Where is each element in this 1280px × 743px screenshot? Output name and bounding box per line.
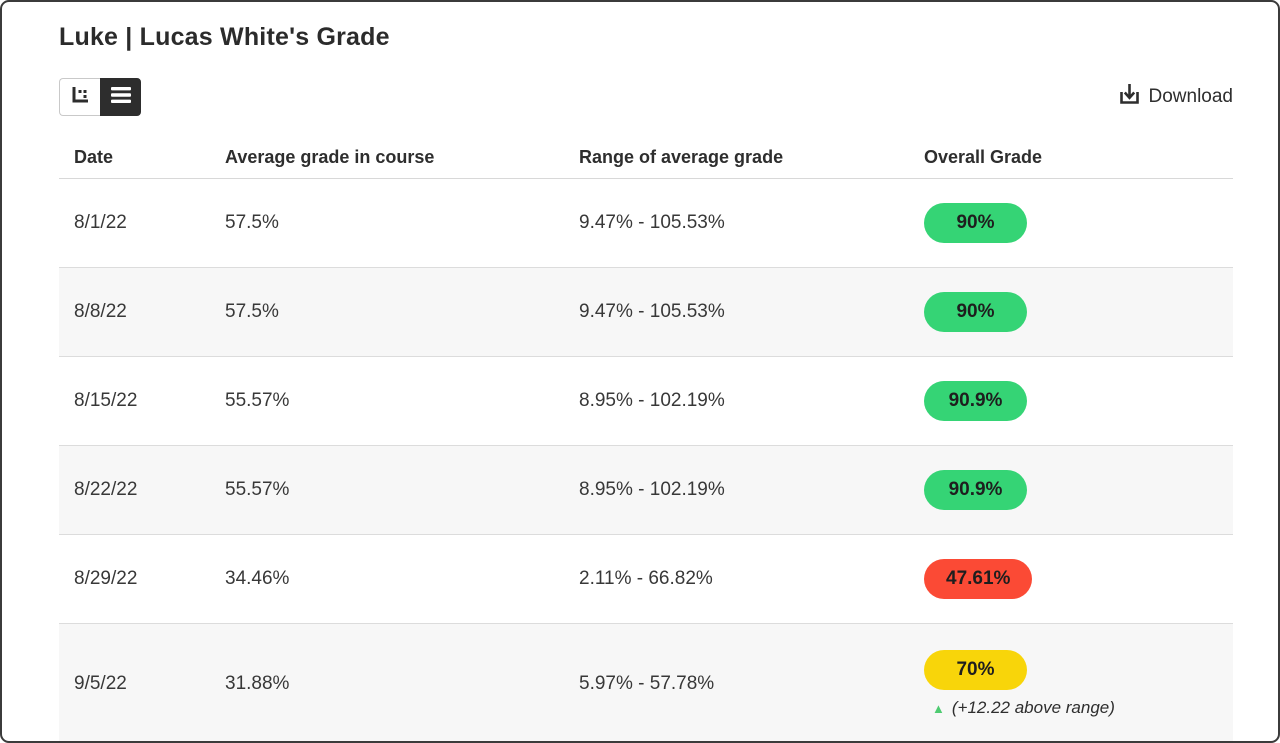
column-header-range: Range of average grade [579,147,784,167]
cell-range: 8.95% - 102.19% [579,479,725,500]
page-title: Luke | Lucas White's Grade [59,23,390,51]
cell-average: 31.88% [225,673,290,694]
cell-overall: 90.9% [924,381,1233,421]
grade-status-badge: 90% [924,292,1027,332]
cell-range: 8.95% - 102.19% [579,390,725,411]
grade-status-badge: 90% [924,203,1027,243]
cell-average: 55.57% [225,390,290,411]
cell-range: 9.47% - 105.53% [579,212,725,233]
column-header-date: Date [74,147,114,167]
grade-status-badge: 70% [924,650,1027,690]
grade-status-badge: 47.61% [924,559,1033,599]
cell-range: 5.97% - 57.78% [579,673,715,694]
cell-date: 8/29/22 [74,568,138,589]
cell-overall: 90.9% [924,470,1233,510]
cell-range: 9.47% - 105.53% [579,301,725,322]
column-header-average: Average grade in course [225,147,435,167]
cell-overall: 90% [924,203,1233,243]
download-button[interactable]: Download [1119,83,1234,111]
cell-average: 34.46% [225,568,290,589]
cell-date: 8/1/22 [74,212,127,233]
list-icon [110,86,131,109]
cell-overall: 47.61% [924,559,1233,599]
list-view-button-active[interactable] [100,78,141,116]
table-row: 8/22/22 55.57% 8.95% - 102.19% 90.9% [59,446,1233,535]
cell-date: 9/5/22 [74,673,127,694]
table-row: 9/5/22 31.88% 5.97% - 57.78% 70% ▲ (+12.… [59,624,1233,741]
above-range-note: ▲ (+12.22 above range) [932,698,1115,718]
above-range-note-text: (+12.22 above range) [951,698,1115,717]
table-row: 8/29/22 34.46% 2.11% - 66.82% 47.61% [59,535,1233,624]
cell-range: 2.11% - 66.82% [579,568,713,589]
scatter-chart-icon [70,85,90,110]
download-icon [1119,83,1140,111]
table-row: 8/15/22 55.57% 8.95% - 102.19% 90.9% [59,357,1233,446]
chart-view-button[interactable] [59,78,100,116]
cell-date: 8/15/22 [74,390,138,411]
cell-date: 8/8/22 [74,301,127,322]
cell-overall: 70% ▲ (+12.22 above range) [924,650,1233,718]
cell-overall: 90% [924,292,1233,332]
cell-average: 57.5% [225,301,279,322]
cell-average: 55.57% [225,479,290,500]
up-triangle-icon: ▲ [932,700,945,716]
grade-table: Date Average grade in course Range of av… [59,137,1233,741]
column-header-overall: Overall Grade [924,147,1043,167]
table-header-row: Date Average grade in course Range of av… [59,137,1233,179]
view-toggle-group [59,78,141,116]
download-label: Download [1148,86,1234,107]
toolbar: Download [59,78,1233,116]
table-row: 8/8/22 57.5% 9.47% - 105.53% 90% [59,268,1233,357]
cell-date: 8/22/22 [74,479,138,500]
grade-status-badge: 90.9% [924,470,1027,510]
cell-average: 57.5% [225,212,279,233]
grade-status-badge: 90.9% [924,381,1027,421]
table-row: 8/1/22 57.5% 9.47% - 105.53% 90% [59,179,1233,268]
